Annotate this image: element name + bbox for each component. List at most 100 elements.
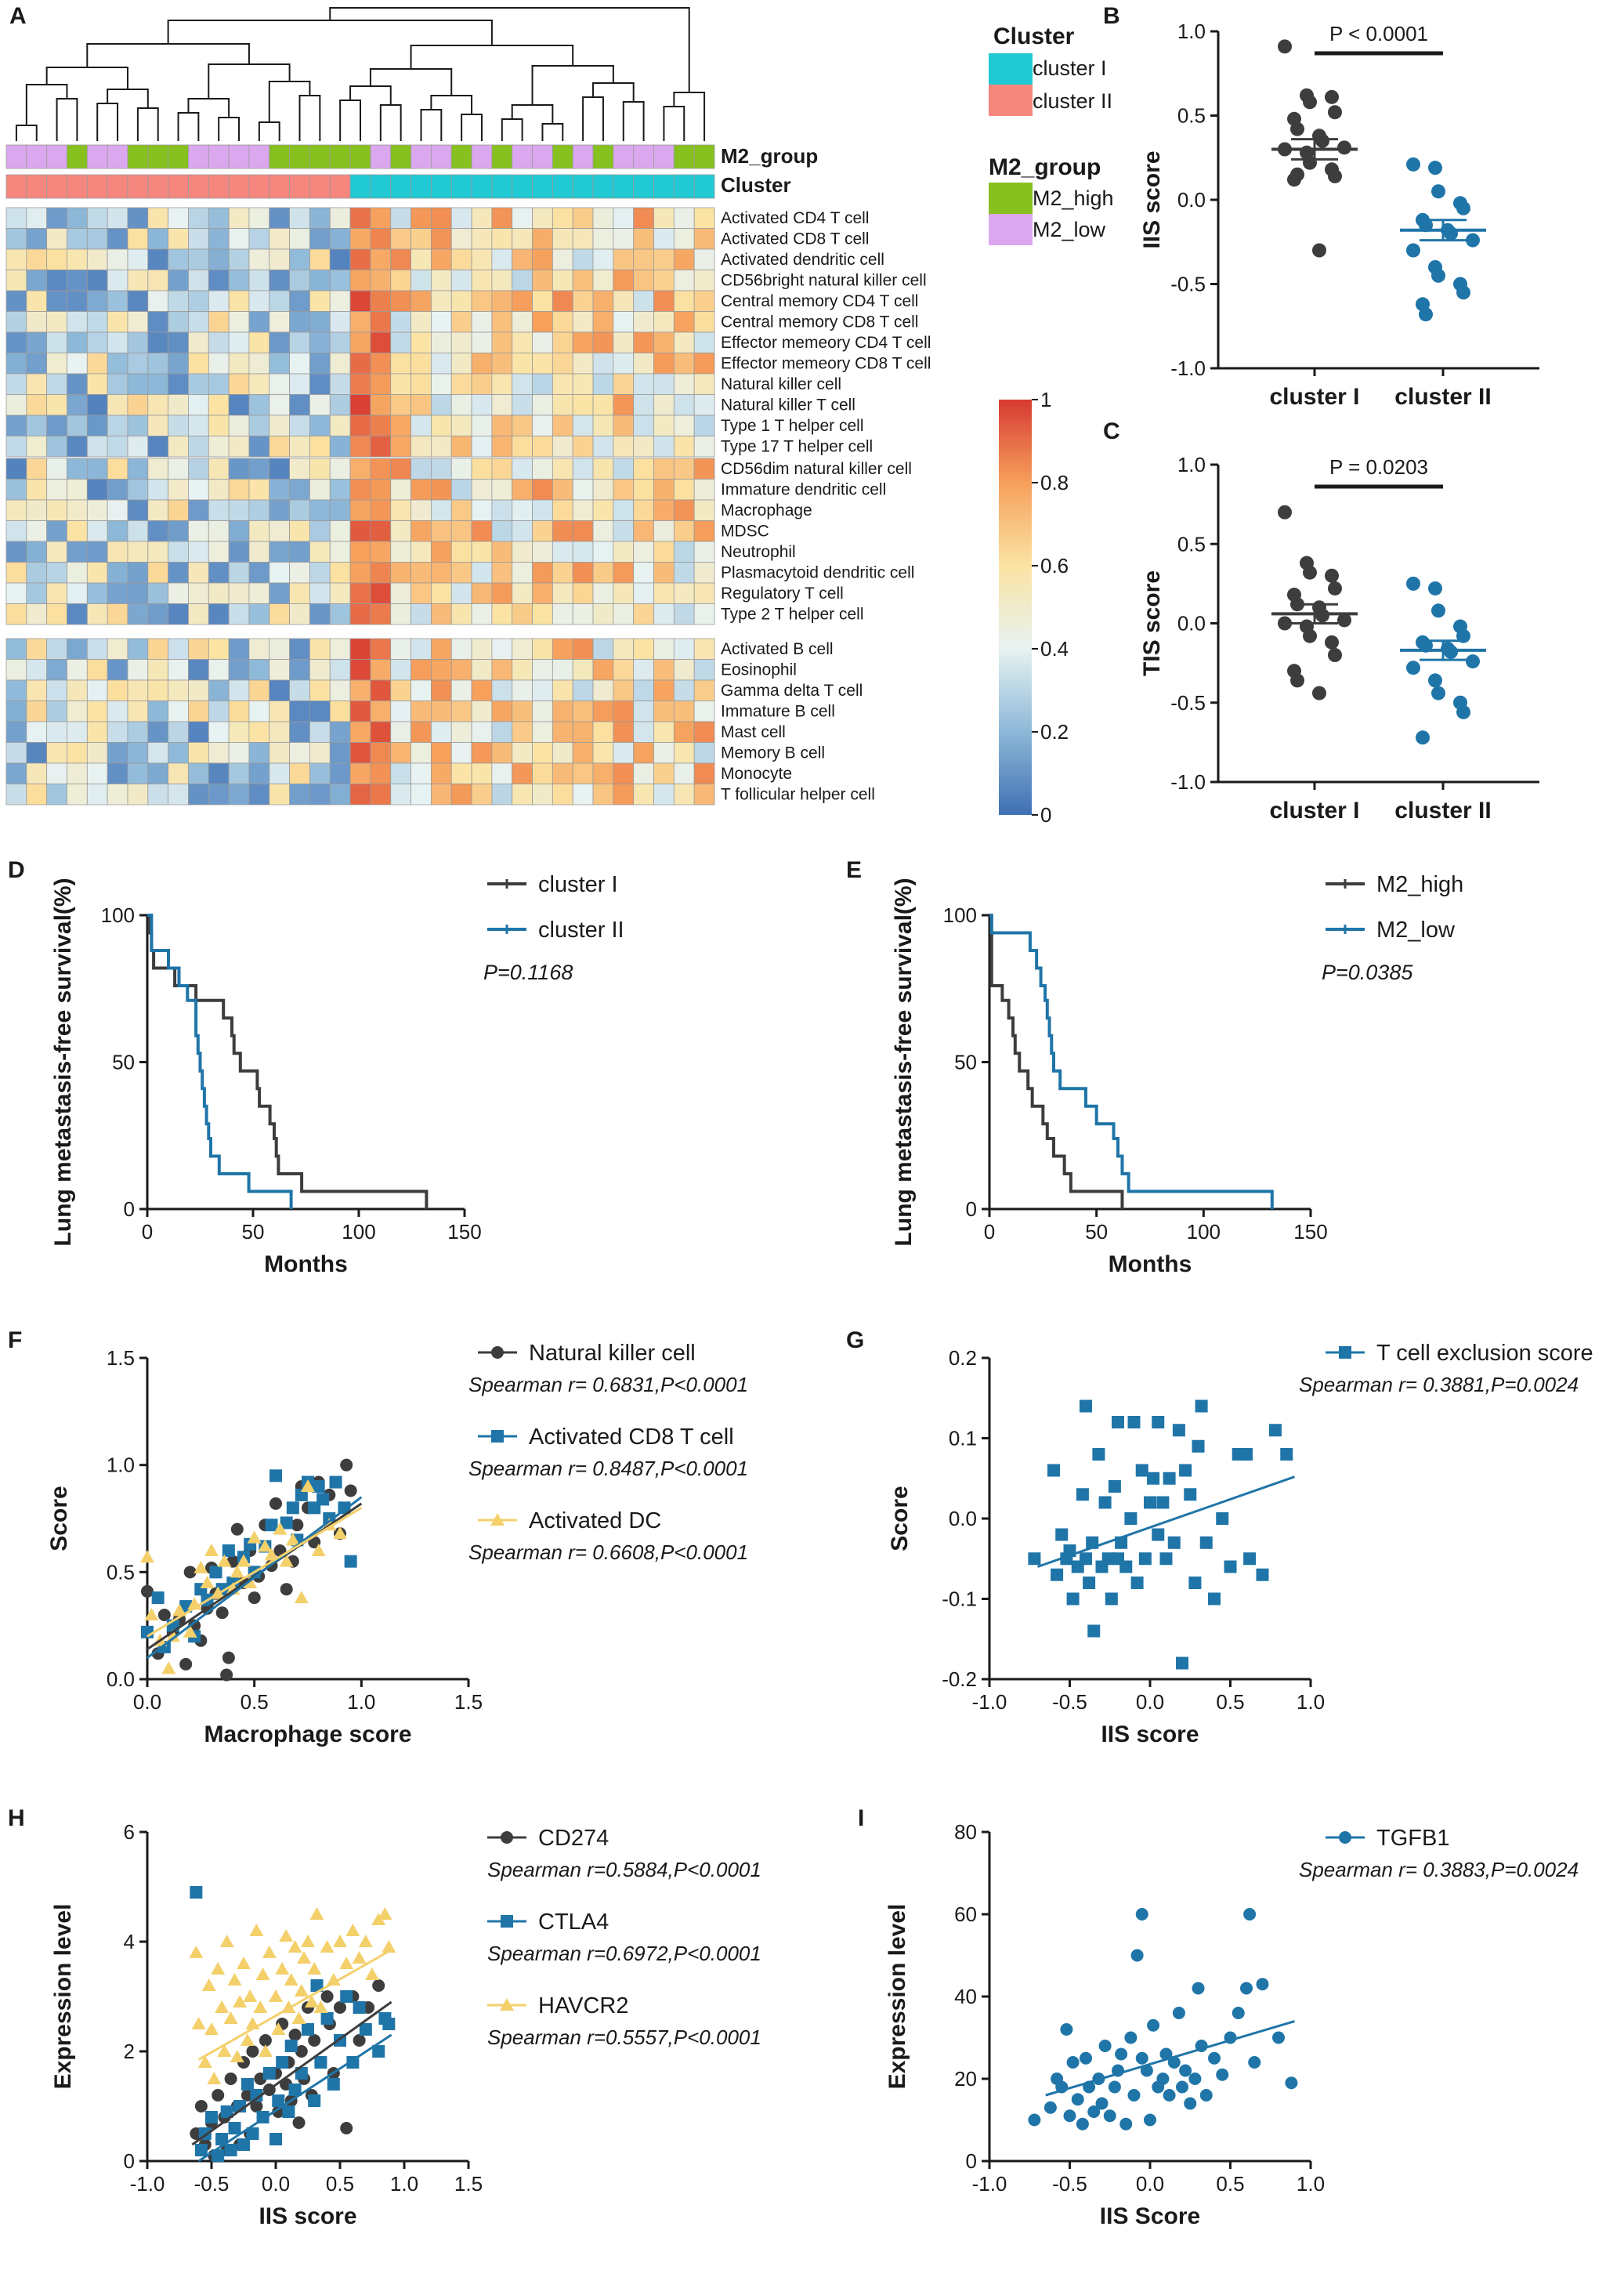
heatmap-cell — [188, 290, 209, 312]
data-point — [340, 1990, 353, 2003]
heatmap-cell — [67, 373, 88, 395]
data-point — [1406, 576, 1420, 591]
heatmap-cell — [228, 520, 250, 542]
data-point — [1130, 1577, 1144, 1589]
heatmap-cell — [552, 499, 573, 521]
heatmap-cell — [329, 373, 351, 395]
heatmap-cell — [552, 458, 573, 480]
heatmap-cell — [613, 603, 635, 625]
heatmap-cell — [168, 436, 189, 458]
data-point — [1172, 2007, 1185, 2019]
heatmap-cell — [592, 520, 614, 542]
data-point — [241, 2078, 254, 2091]
heatmap-cell — [653, 784, 675, 806]
data-point — [264, 1548, 279, 1561]
heatmap-cell — [46, 415, 67, 436]
data-point — [194, 2144, 208, 2156]
data-point — [276, 2056, 289, 2069]
heatmap-cell — [188, 458, 209, 480]
m2-group-cell — [147, 144, 169, 169]
heatmap-row-label: T follicular helper cell — [721, 786, 875, 804]
data-point — [1224, 1560, 1237, 1573]
data-point — [269, 1497, 282, 1510]
heatmap-cell — [269, 701, 290, 722]
heatmap-cell — [552, 520, 573, 542]
y-tick-label: 0.2 — [949, 1346, 977, 1370]
y-tick-label: 100 — [943, 903, 977, 927]
heatmap-cell — [5, 331, 27, 353]
heatmap-cell — [349, 270, 371, 291]
heatmap-cell — [127, 458, 149, 480]
data-point — [237, 1957, 251, 1969]
m2-group-cell — [67, 144, 88, 169]
heatmap-cell — [431, 270, 452, 291]
heatmap-cell — [592, 270, 614, 291]
cluster-ii-swatch — [989, 85, 1033, 116]
dendrogram-link — [663, 106, 685, 141]
data-point — [1303, 95, 1317, 110]
heatmap-cell — [168, 701, 189, 722]
heatmap-cell — [471, 394, 493, 416]
heatmap-cell — [552, 562, 573, 584]
heatmap-cell — [512, 458, 533, 480]
m2-group-cell — [208, 144, 230, 169]
heatmap-cell — [147, 436, 169, 458]
heatmap-cell — [633, 415, 654, 436]
heatmap-cell — [228, 290, 250, 312]
heatmap-cell — [653, 603, 675, 625]
heatmap-cell — [46, 784, 67, 806]
heatmap-cell — [653, 541, 675, 563]
data-point — [269, 1989, 283, 2002]
data-point — [1167, 1536, 1181, 1549]
heatmap-cell — [633, 638, 654, 660]
x-axis-label: IIS score — [259, 2203, 356, 2229]
m2-group-cell — [188, 144, 209, 169]
heatmap-cell — [592, 331, 614, 353]
data-point — [183, 1566, 197, 1579]
heatmap-cell — [613, 679, 635, 701]
heatmap-cell — [309, 721, 331, 743]
heatmap-cell — [188, 659, 209, 681]
cluster-cell — [552, 174, 573, 199]
heatmap-cell — [46, 721, 67, 743]
heatmap-cell — [228, 582, 250, 604]
heatmap-cell — [613, 270, 635, 291]
heatmap-cell — [673, 373, 695, 395]
data-point — [1179, 1464, 1192, 1477]
data-point — [1312, 686, 1326, 701]
heatmap-cell — [572, 603, 594, 625]
panel-label-h: H — [8, 1805, 25, 1831]
x-axis-label: Months — [1109, 1251, 1192, 1277]
y-tick-label: 40 — [954, 1985, 977, 2008]
data-point — [308, 2094, 321, 2107]
data-point — [1339, 1831, 1351, 1844]
data-point — [258, 1539, 273, 1552]
data-point — [279, 1554, 294, 1567]
heatmap-cell — [572, 541, 594, 563]
heatmap-cell — [86, 394, 108, 416]
heatmap-cell — [67, 248, 88, 270]
heatmap-cell — [67, 520, 88, 542]
heatmap-cell — [309, 311, 331, 333]
heatmap-cell — [269, 638, 290, 660]
dendrogram-link — [349, 85, 392, 105]
heatmap-cell — [208, 394, 230, 416]
data-point — [295, 2045, 308, 2058]
panel-label-f: F — [8, 1327, 22, 1353]
data-point — [1466, 233, 1480, 248]
heatmap-cell — [127, 373, 149, 395]
data-point — [340, 2122, 353, 2134]
heatmap-cell — [248, 207, 270, 229]
heatmap-cell — [329, 479, 351, 501]
m2-group-cell — [5, 144, 27, 169]
heatmap-cell — [491, 520, 513, 542]
data-point — [1108, 1480, 1121, 1493]
heatmap-cell — [26, 638, 48, 660]
cluster-cell — [67, 174, 88, 199]
dendrogram-link — [511, 104, 554, 124]
heatmap-cell — [269, 458, 290, 480]
data-point — [179, 1657, 193, 1671]
heatmap-cell — [370, 762, 392, 784]
